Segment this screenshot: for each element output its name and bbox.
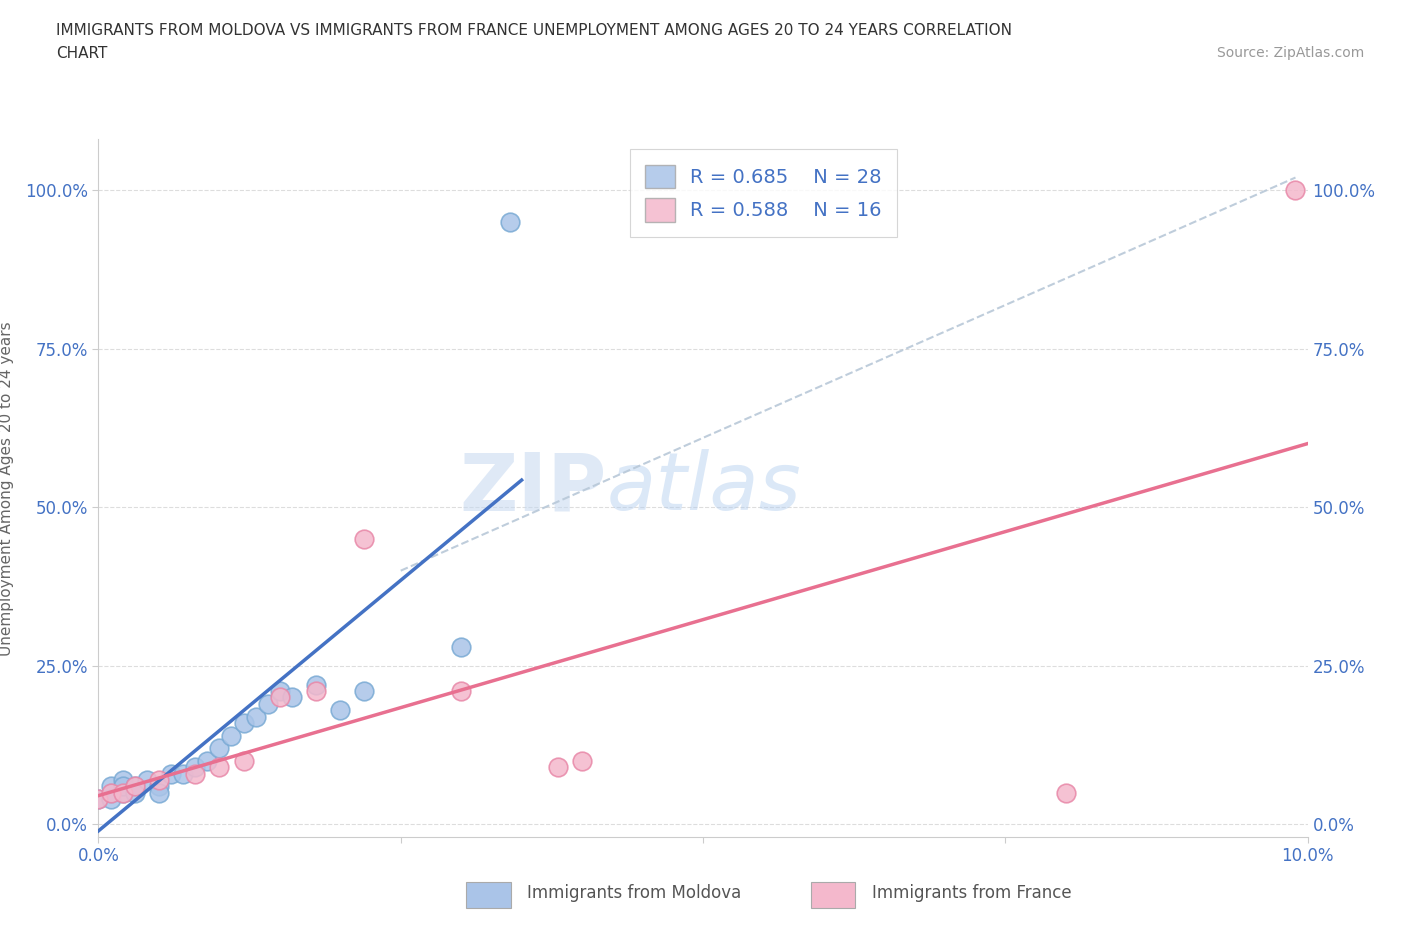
Point [245,709,267,724]
Point [305,684,328,698]
Point [305,677,328,692]
Point [450,639,472,654]
Bar [467,882,510,908]
Y-axis label: Unemployment Among Ages 20 to 24 years: Unemployment Among Ages 20 to 24 years [0,321,14,656]
Point [111,778,134,793]
Text: IMMIGRANTS FROM MOLDOVA VS IMMIGRANTS FROM FRANCE UNEMPLOYMENT AMONG AGES 20 TO : IMMIGRANTS FROM MOLDOVA VS IMMIGRANTS FR… [56,23,1012,38]
Text: ZIP: ZIP [458,449,606,527]
Point [100,778,122,793]
Point [124,785,146,800]
Point [111,773,134,788]
Point [221,728,243,743]
Point [148,778,170,793]
Legend: R = 0.685    N = 28, R = 0.588    N = 16: R = 0.685 N = 28, R = 0.588 N = 16 [630,149,897,237]
Bar [811,882,855,908]
Point [269,684,291,698]
Point [111,785,134,800]
Point [172,766,194,781]
Point [111,785,134,800]
Point [195,753,218,768]
Point [184,760,207,775]
Point [208,760,231,775]
Point [498,215,520,230]
Point [135,773,157,788]
Point [269,690,291,705]
Point [1054,785,1077,800]
Point [353,532,375,547]
Point [100,791,122,806]
Point [353,684,375,698]
Point [232,715,254,730]
Text: Immigrants from Moldova: Immigrants from Moldova [527,884,741,902]
Point [87,791,110,806]
Point [148,785,170,800]
Point [100,785,122,800]
Point [87,791,110,806]
Point [208,741,231,756]
Point [124,778,146,793]
Text: atlas: atlas [606,449,801,527]
Text: Immigrants from France: Immigrants from France [872,884,1071,902]
Point [547,760,569,775]
Point [184,766,207,781]
Point [281,690,304,705]
Point [571,753,593,768]
Point [450,684,472,698]
Point [100,785,122,800]
Text: CHART: CHART [56,46,108,61]
Point [148,773,170,788]
Text: Source: ZipAtlas.com: Source: ZipAtlas.com [1216,46,1364,60]
Point [232,753,254,768]
Point [124,778,146,793]
Point [329,703,352,718]
Point [1284,183,1306,198]
Point [160,766,183,781]
Point [256,697,278,711]
